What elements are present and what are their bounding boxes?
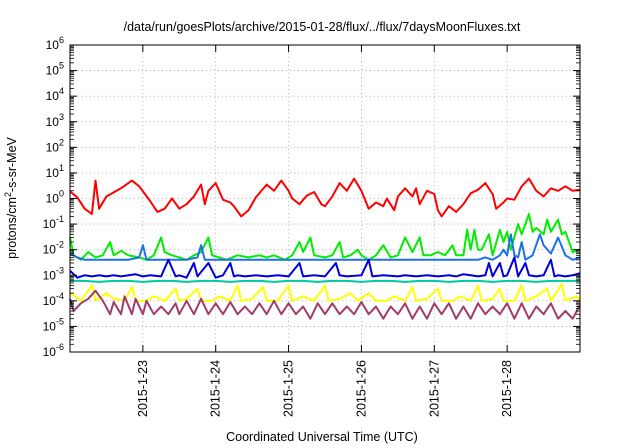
y-tick-label-base: 10	[46, 166, 60, 180]
y-tick-label-exp: -5	[56, 316, 64, 326]
y-tick-label: 10-3	[43, 265, 64, 282]
y-tick-label-base: 10	[46, 140, 60, 154]
y-tick-labels: 10-610-510-410-310-210-11001011021031041…	[43, 35, 64, 359]
y-tick-label: 10-1	[43, 214, 64, 231]
y-tick-label-base: 10	[46, 115, 60, 129]
y-tick-label: 10-5	[43, 316, 64, 333]
y-tick-label-exp: -4	[56, 291, 64, 301]
series-line-3	[69, 233, 581, 261]
series-line-2	[69, 212, 581, 261]
y-tick-label: 106	[46, 35, 64, 52]
y-tick-label-base: 10	[43, 243, 57, 257]
y-tick-label-exp: 6	[59, 35, 64, 45]
grid	[70, 45, 580, 352]
y-tick-label-exp: 2	[59, 137, 64, 147]
y-tick-label: 102	[46, 137, 64, 154]
y-tick-label: 104	[46, 86, 64, 103]
y-tick-label-exp: 0	[59, 189, 64, 199]
y-axis-label-base: protons/cm	[5, 197, 19, 259]
y-axis-label-sup: 2	[3, 192, 13, 197]
y-tick-label: 10-6	[43, 342, 64, 359]
x-tick-label: 2015-1-26	[354, 360, 368, 417]
y-tick-label-exp: 1	[59, 163, 64, 173]
y-tick-label-exp: 3	[59, 112, 64, 122]
y-tick-label-base: 10	[43, 294, 57, 308]
y-tick-label: 10-4	[43, 291, 64, 308]
y-tick-label: 100	[46, 189, 64, 206]
y-axis-label: protons/cm2-s-sr-MeV	[3, 136, 19, 258]
y-tick-label: 103	[46, 112, 64, 129]
x-axis-label: Coordinated Universal Time (UTC)	[226, 430, 418, 444]
y-tick-label-base: 10	[43, 217, 57, 231]
y-tick-label-exp: -3	[56, 265, 64, 275]
x-tick-label: 2015-1-24	[209, 360, 223, 417]
y-axis-label-rest: -s-sr-MeV	[5, 136, 19, 192]
x-tick-label: 2015-1-25	[282, 360, 296, 417]
y-tick-label-base: 10	[43, 319, 57, 333]
y-tick-label-base: 10	[43, 268, 57, 282]
series-line-4	[69, 256, 581, 279]
y-tick-label-exp: -2	[56, 240, 64, 250]
y-tick-label-base: 10	[46, 64, 60, 78]
y-tick-label-base: 10	[46, 38, 60, 52]
y-tick-label-base: 10	[46, 89, 60, 103]
y-tick-label-exp: -6	[56, 342, 64, 352]
y-tick-label-exp: 4	[59, 86, 64, 96]
y-tick-label-exp: -1	[56, 214, 64, 224]
x-tick-label: 2015-1-28	[500, 360, 514, 417]
y-tick-label-base: 10	[46, 192, 60, 206]
y-tick-label-exp: 5	[59, 61, 64, 71]
series-group	[69, 177, 581, 320]
series-line-1	[69, 177, 581, 218]
ticks	[70, 44, 580, 353]
series-line-7	[69, 289, 581, 320]
y-tick-label: 101	[46, 163, 64, 180]
y-tick-label-base: 10	[43, 345, 57, 359]
chart-title: /data/run/goesPlots/archive/2015-01-28/f…	[124, 20, 521, 34]
y-tick-label: 105	[46, 61, 64, 78]
x-tick-label: 2015-1-23	[136, 360, 150, 417]
x-tick-label: 2015-1-27	[427, 360, 441, 417]
y-tick-label: 10-2	[43, 240, 64, 257]
x-tick-labels: 2015-1-23 2015-1-24 2015-1-25 2015-1-26 2015…	[136, 360, 514, 417]
series-line-5	[70, 279, 580, 283]
series-line-6	[69, 283, 581, 302]
